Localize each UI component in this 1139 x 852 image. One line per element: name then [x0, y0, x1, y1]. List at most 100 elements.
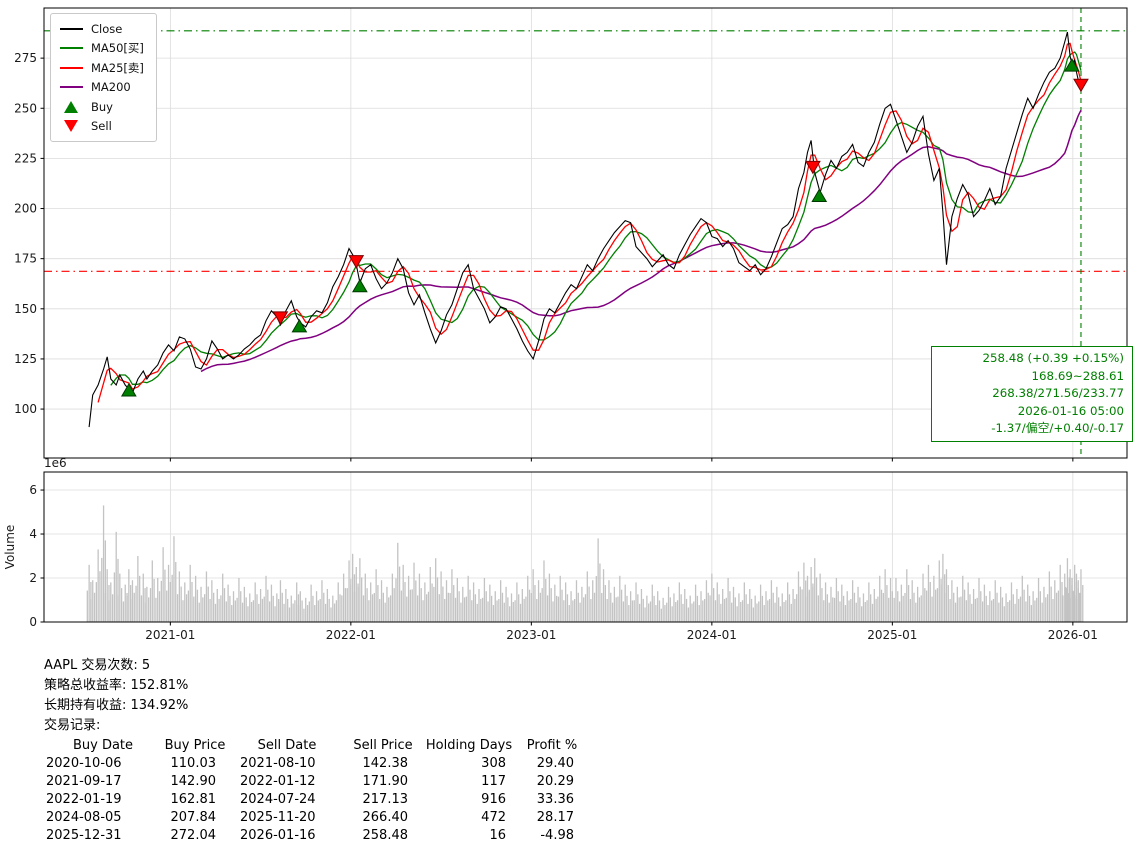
- legend-swatch: [58, 86, 84, 89]
- x-tick-label: 2024-01: [687, 628, 737, 642]
- price-tick-label: 275: [14, 51, 37, 65]
- grid: [44, 8, 1127, 623]
- trade-holding-days: 16: [489, 828, 506, 843]
- volume-bars: [86, 505, 1084, 622]
- trades-header-buy-price: Buy Price: [164, 738, 226, 753]
- annotation-range-line: 168.69~288.61: [1031, 368, 1124, 383]
- trade-profit: 33.36: [536, 792, 574, 807]
- legend-item-close: Close: [58, 19, 144, 39]
- trade-sell-date: 2022-01-12: [240, 774, 316, 789]
- ma25-line-swatch: [59, 66, 83, 69]
- legend-swatch: [58, 100, 84, 113]
- chart-svg: 2021-01 2022-01 2023-01 2024-01 2025-01 2026-…: [3, 7, 1128, 642]
- annotation-ma-line: 268.38/271.56/233.77: [992, 386, 1124, 401]
- buy-marker: [352, 278, 368, 293]
- x-tick-label: 2025-01: [867, 628, 917, 642]
- trade-buy-price: 272.04: [170, 828, 217, 843]
- trade-holding-days: 117: [481, 774, 506, 789]
- trade-sell-price: 266.40: [362, 810, 409, 825]
- legend-item-ma50: MA50[买]: [58, 39, 144, 59]
- trades-header-row: Buy Date Buy Price Sell Date Sell Price …: [44, 737, 586, 755]
- legend-swatch: [58, 27, 84, 30]
- annotation-price-line: 258.48 (+0.39 +0.15%): [982, 351, 1125, 365]
- price-tick-label: 225: [14, 151, 37, 165]
- trade-row: 2020-10-06 110.03 2021-08-10 142.38 308 …: [44, 755, 586, 773]
- price-panel-border: [43, 7, 1128, 459]
- legend-label-close: Close: [91, 21, 123, 36]
- price-tick-label: 200: [14, 202, 37, 216]
- trade-row: 2025-12-31 272.04 2026-01-16 258.48 16 -…: [44, 827, 586, 845]
- legend-label-ma50: MA50[买]: [91, 41, 144, 56]
- legend-item-ma25: MA25[卖]: [58, 58, 144, 78]
- trade-buy-date: 2025-12-31: [46, 828, 122, 843]
- trade-buy-price: 142.90: [170, 774, 217, 789]
- trade-buy-price: 207.84: [170, 810, 217, 825]
- trade-buy-date: 2022-01-19: [46, 792, 122, 807]
- buy-marker: [1064, 58, 1080, 72]
- ma25-line: [97, 42, 1082, 403]
- trades-header-sell-date: Sell Date: [257, 738, 317, 753]
- legend-swatch: [58, 47, 84, 50]
- legend-label-buy: Buy: [91, 99, 113, 114]
- trades-header-profit: Profit %: [526, 738, 578, 753]
- legend-item-sell: Sell: [58, 117, 144, 137]
- trade-buy-date: 2021-09-17: [46, 774, 122, 789]
- trade-holding-days: 308: [481, 756, 506, 771]
- trade-sell-date: 2026-01-16: [240, 828, 316, 843]
- trades-header-holding-days: Holding Days: [425, 738, 513, 753]
- x-tick-label: 2021-01: [145, 628, 195, 642]
- x-tick-label: 2023-01: [506, 628, 556, 642]
- price-tick-label: 125: [14, 352, 37, 366]
- x-tick-label: 2022-01: [326, 628, 376, 642]
- hold-return-line: 长期持有收益: 134.92%: [44, 698, 189, 713]
- trade-buy-date: 2020-10-06: [46, 756, 122, 771]
- price-tick-label: 250: [14, 101, 37, 115]
- volume-offset-label: 1e6: [44, 456, 67, 470]
- close-line: [88, 31, 1082, 428]
- sell-marker: [1073, 78, 1089, 93]
- sell-marker: [805, 160, 821, 175]
- trade-buy-date: 2024-08-05: [46, 810, 122, 825]
- trade-profit: 20.29: [536, 774, 574, 789]
- trades-header-buy-date: Buy Date: [72, 738, 134, 753]
- volume-tick-label: 2: [29, 571, 37, 585]
- volume-axis-label: Volume: [3, 525, 17, 570]
- legend-item-buy: Buy: [58, 97, 144, 117]
- strategy-return-line: 策略总收益率: 152.81%: [44, 678, 189, 693]
- trade-sell-price: 171.90: [362, 774, 409, 789]
- legend-item-ma200: MA200: [58, 78, 144, 98]
- legend-swatch: [58, 66, 84, 69]
- trade-sell-date: 2021-08-10: [240, 756, 316, 771]
- trade-sell-price: 258.48: [362, 828, 409, 843]
- annotation-box: 258.48 (+0.39 +0.15%) 168.69~288.61 268.…: [931, 346, 1133, 442]
- ma200-line-swatch: [59, 86, 83, 89]
- legend-label-ma200: MA200: [91, 80, 131, 95]
- buy-triangle-icon: [64, 100, 78, 113]
- price-tick-label: 100: [14, 402, 37, 416]
- sell-marker: [272, 311, 289, 325]
- price-tick-label: 150: [14, 302, 37, 316]
- chart-legend: Close MA50[买] MA25[卖] MA200 Buy Sell: [50, 13, 157, 142]
- trade-sell-date: 2024-07-24: [240, 792, 316, 807]
- trade-log-title: 交易记录:: [44, 718, 101, 733]
- trade-row: 2022-01-19 162.81 2024-07-24 217.13 916 …: [44, 791, 586, 809]
- legend-label-ma25: MA25[卖]: [91, 60, 144, 75]
- trade-holding-days: 916: [481, 792, 506, 807]
- ma200-line: [200, 109, 1082, 373]
- trades-table: Buy Date Buy Price Sell Date Sell Price …: [44, 737, 586, 845]
- volume-tick-label: 4: [29, 527, 37, 541]
- volume-panel-border: [43, 471, 1128, 623]
- ma50-line: [110, 51, 1082, 386]
- buy-marker: [811, 188, 828, 203]
- trade-row: 2024-08-05 207.84 2025-11-20 266.40 472 …: [44, 809, 586, 827]
- buy-marker: [120, 383, 137, 397]
- sell-marker: [348, 255, 365, 269]
- close-line-swatch: [59, 27, 83, 30]
- x-tick-label: 2026-01: [1048, 628, 1098, 642]
- price-tick-label: 175: [14, 252, 37, 266]
- buy-marker: [291, 318, 308, 333]
- trades-header-sell-price: Sell Price: [353, 738, 413, 753]
- trade-sell-price: 217.13: [362, 792, 409, 807]
- summary-block: AAPL 交易次数: 5 策略总收益率: 152.81% 长期持有收益: 134…: [44, 656, 586, 845]
